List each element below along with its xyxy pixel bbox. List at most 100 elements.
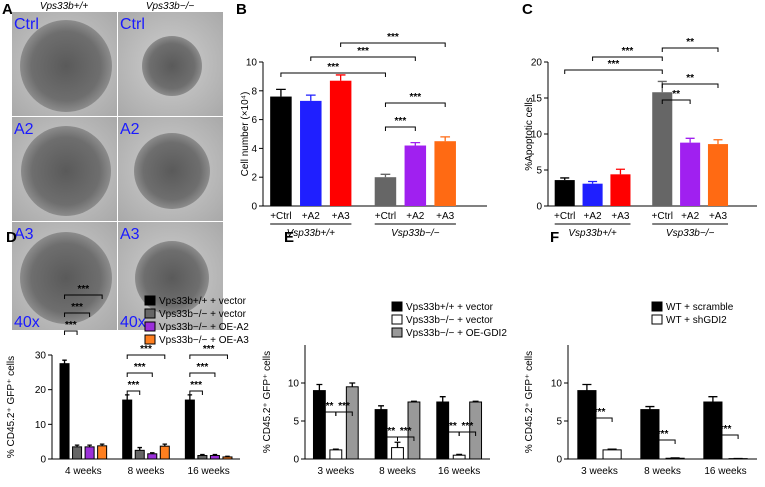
group-label: Vsp33b−/− — [391, 228, 440, 239]
bar — [707, 144, 729, 206]
error-bar — [332, 448, 339, 450]
bar — [404, 145, 427, 206]
significance-bracket — [592, 56, 663, 61]
y-axis-label: % CD45.2⁺ GFP⁺ cells — [262, 351, 273, 453]
significance-bracket — [126, 390, 141, 395]
y-tick-label: 0 — [536, 202, 542, 213]
y-tick-label: 10 — [531, 130, 543, 141]
x-tick-label: +Ctrl — [554, 211, 575, 222]
significance-label: *** — [462, 421, 474, 432]
condition-label: Ctrl — [14, 16, 39, 33]
bar — [452, 454, 466, 460]
y-tick-label: 20 — [35, 385, 47, 396]
y-tick-label: 10 — [288, 379, 300, 390]
significance-bracket — [126, 354, 166, 359]
significance-label: *** — [338, 401, 350, 412]
significance-label: *** — [409, 92, 421, 103]
error-bar — [162, 443, 168, 447]
significance-bracket — [384, 126, 416, 131]
x-tick-label: +A2 — [681, 211, 700, 222]
group-label: Vsp33b+/+ — [568, 228, 617, 239]
legend-swatch — [144, 295, 156, 306]
error-bar — [713, 139, 723, 145]
error-bar — [378, 405, 385, 410]
x-tick-label: 8 weeks — [128, 466, 165, 477]
y-tick-label: 10 — [551, 379, 563, 390]
panel-label: F — [550, 229, 559, 246]
significance-label: *** — [400, 426, 412, 437]
bar — [84, 446, 95, 460]
condition-label: A3 — [14, 226, 34, 243]
x-tick-label: 4 weeks — [65, 466, 102, 477]
y-tick-label: 10 — [246, 58, 258, 69]
x-tick-label: +A3 — [709, 211, 728, 222]
legend-swatch — [391, 327, 403, 338]
significance-label: *** — [657, 429, 669, 440]
y-axis-label: % CD45.2⁺ GFP⁺ cells — [6, 356, 17, 458]
significance-bracket — [189, 390, 203, 395]
significance-label: *** — [190, 380, 202, 391]
y-tick-label: 8 — [251, 86, 257, 97]
significance-bracket — [340, 42, 446, 47]
significance-bracket — [126, 372, 153, 377]
x-tick-label: 16 weeks — [438, 466, 480, 477]
y-tick-label: 0 — [251, 202, 257, 213]
y-tick-label: 10 — [35, 420, 47, 431]
error-bar — [410, 400, 417, 402]
bar — [197, 455, 208, 460]
cell-sphere — [142, 36, 202, 96]
significance-label: *** — [322, 401, 334, 412]
cell-sphere — [21, 126, 111, 216]
error-bar — [394, 441, 401, 448]
magnification-label: 40x — [120, 314, 146, 331]
error-bar — [200, 453, 205, 456]
legend-swatch — [391, 301, 403, 312]
significance-bracket — [564, 69, 663, 74]
error-bar — [137, 446, 142, 451]
panel-label: C — [522, 1, 533, 18]
column-header: Vps33b−/− — [146, 1, 195, 12]
x-tick-label: 16 weeks — [704, 466, 746, 477]
error-bar — [440, 136, 451, 142]
significance-bracket — [397, 436, 415, 441]
bar — [134, 449, 145, 460]
bar — [391, 447, 404, 460]
cell-sphere — [20, 232, 112, 324]
legend-swatch — [651, 301, 663, 312]
error-bar — [439, 396, 446, 402]
group-label: Vsp33b−/− — [666, 228, 715, 239]
significance-bracket — [64, 294, 103, 299]
legend-label: Vps33b−/− + OE-A2 — [159, 322, 249, 333]
error-bar — [124, 394, 130, 401]
legend-swatch — [391, 314, 403, 325]
bar — [270, 96, 292, 206]
y-tick-label: 5 — [293, 417, 299, 428]
significance-label: ** — [672, 89, 680, 100]
x-tick-label: +A2 — [406, 211, 425, 222]
legend-label: Vps33b−/− + vector — [406, 315, 494, 326]
legend-label: WT + shGDI2 — [666, 315, 727, 326]
bar — [97, 445, 108, 460]
x-tick-label: +A2 — [302, 211, 321, 222]
error-bar — [187, 394, 193, 401]
bar — [680, 142, 701, 206]
y-tick-label: 5 — [556, 417, 562, 428]
significance-label: *** — [140, 344, 152, 355]
bar — [329, 80, 352, 206]
y-tick-label: 30 — [35, 351, 47, 362]
significance-bracket — [64, 330, 78, 335]
significance-bracket — [458, 431, 477, 436]
y-tick-label: 2 — [251, 173, 257, 184]
error-bar — [349, 382, 356, 387]
significance-bracket — [280, 72, 386, 77]
error-bar — [212, 453, 218, 456]
x-tick-label: 3 weeks — [581, 466, 618, 477]
significance-label: *** — [71, 302, 83, 313]
bar — [159, 445, 170, 460]
error-bar — [456, 453, 463, 456]
group-label: Vsp33b+/+ — [287, 228, 336, 239]
legend-label: Vps33b+/+ + vector — [406, 302, 494, 313]
y-axis-label: Cell number (×10⁴) — [240, 92, 251, 177]
y-tick-label: 4 — [251, 144, 257, 155]
significance-bracket — [586, 417, 613, 422]
